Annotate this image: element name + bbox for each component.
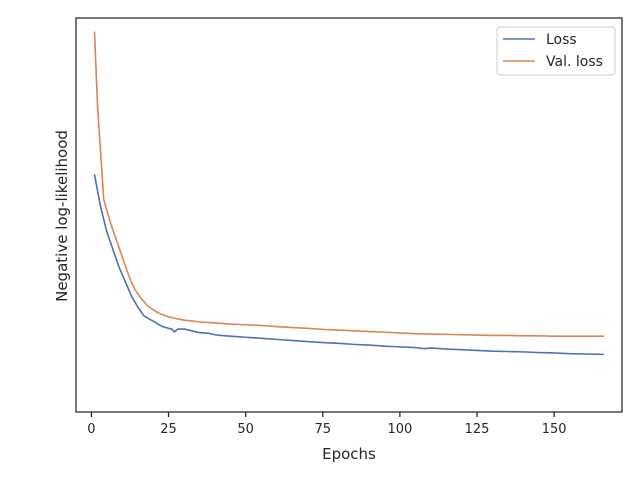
x-tick-label: 100 [387,422,412,437]
plot-frame [75,17,623,413]
y-axis-label: Negative log-likelihood [53,130,71,302]
series-line-val-loss [93,31,605,337]
x-axis-ticks: 0 25 50 75 100 125 150 [87,412,567,437]
series-layer [93,31,605,356]
legend-label: Val. loss [546,54,603,70]
x-tick-label: 150 [542,422,567,437]
x-axis-label: Epochs [322,445,376,463]
x-tick-label: 75 [315,422,332,437]
x-tick-label: 25 [160,422,177,437]
legend: Loss Val. loss [496,26,616,76]
series-line-loss [93,174,605,356]
x-tick-label: 0 [87,422,95,437]
x-tick-label: 125 [465,422,490,437]
legend-label: Loss [546,32,577,48]
x-tick-label: 50 [237,422,254,437]
